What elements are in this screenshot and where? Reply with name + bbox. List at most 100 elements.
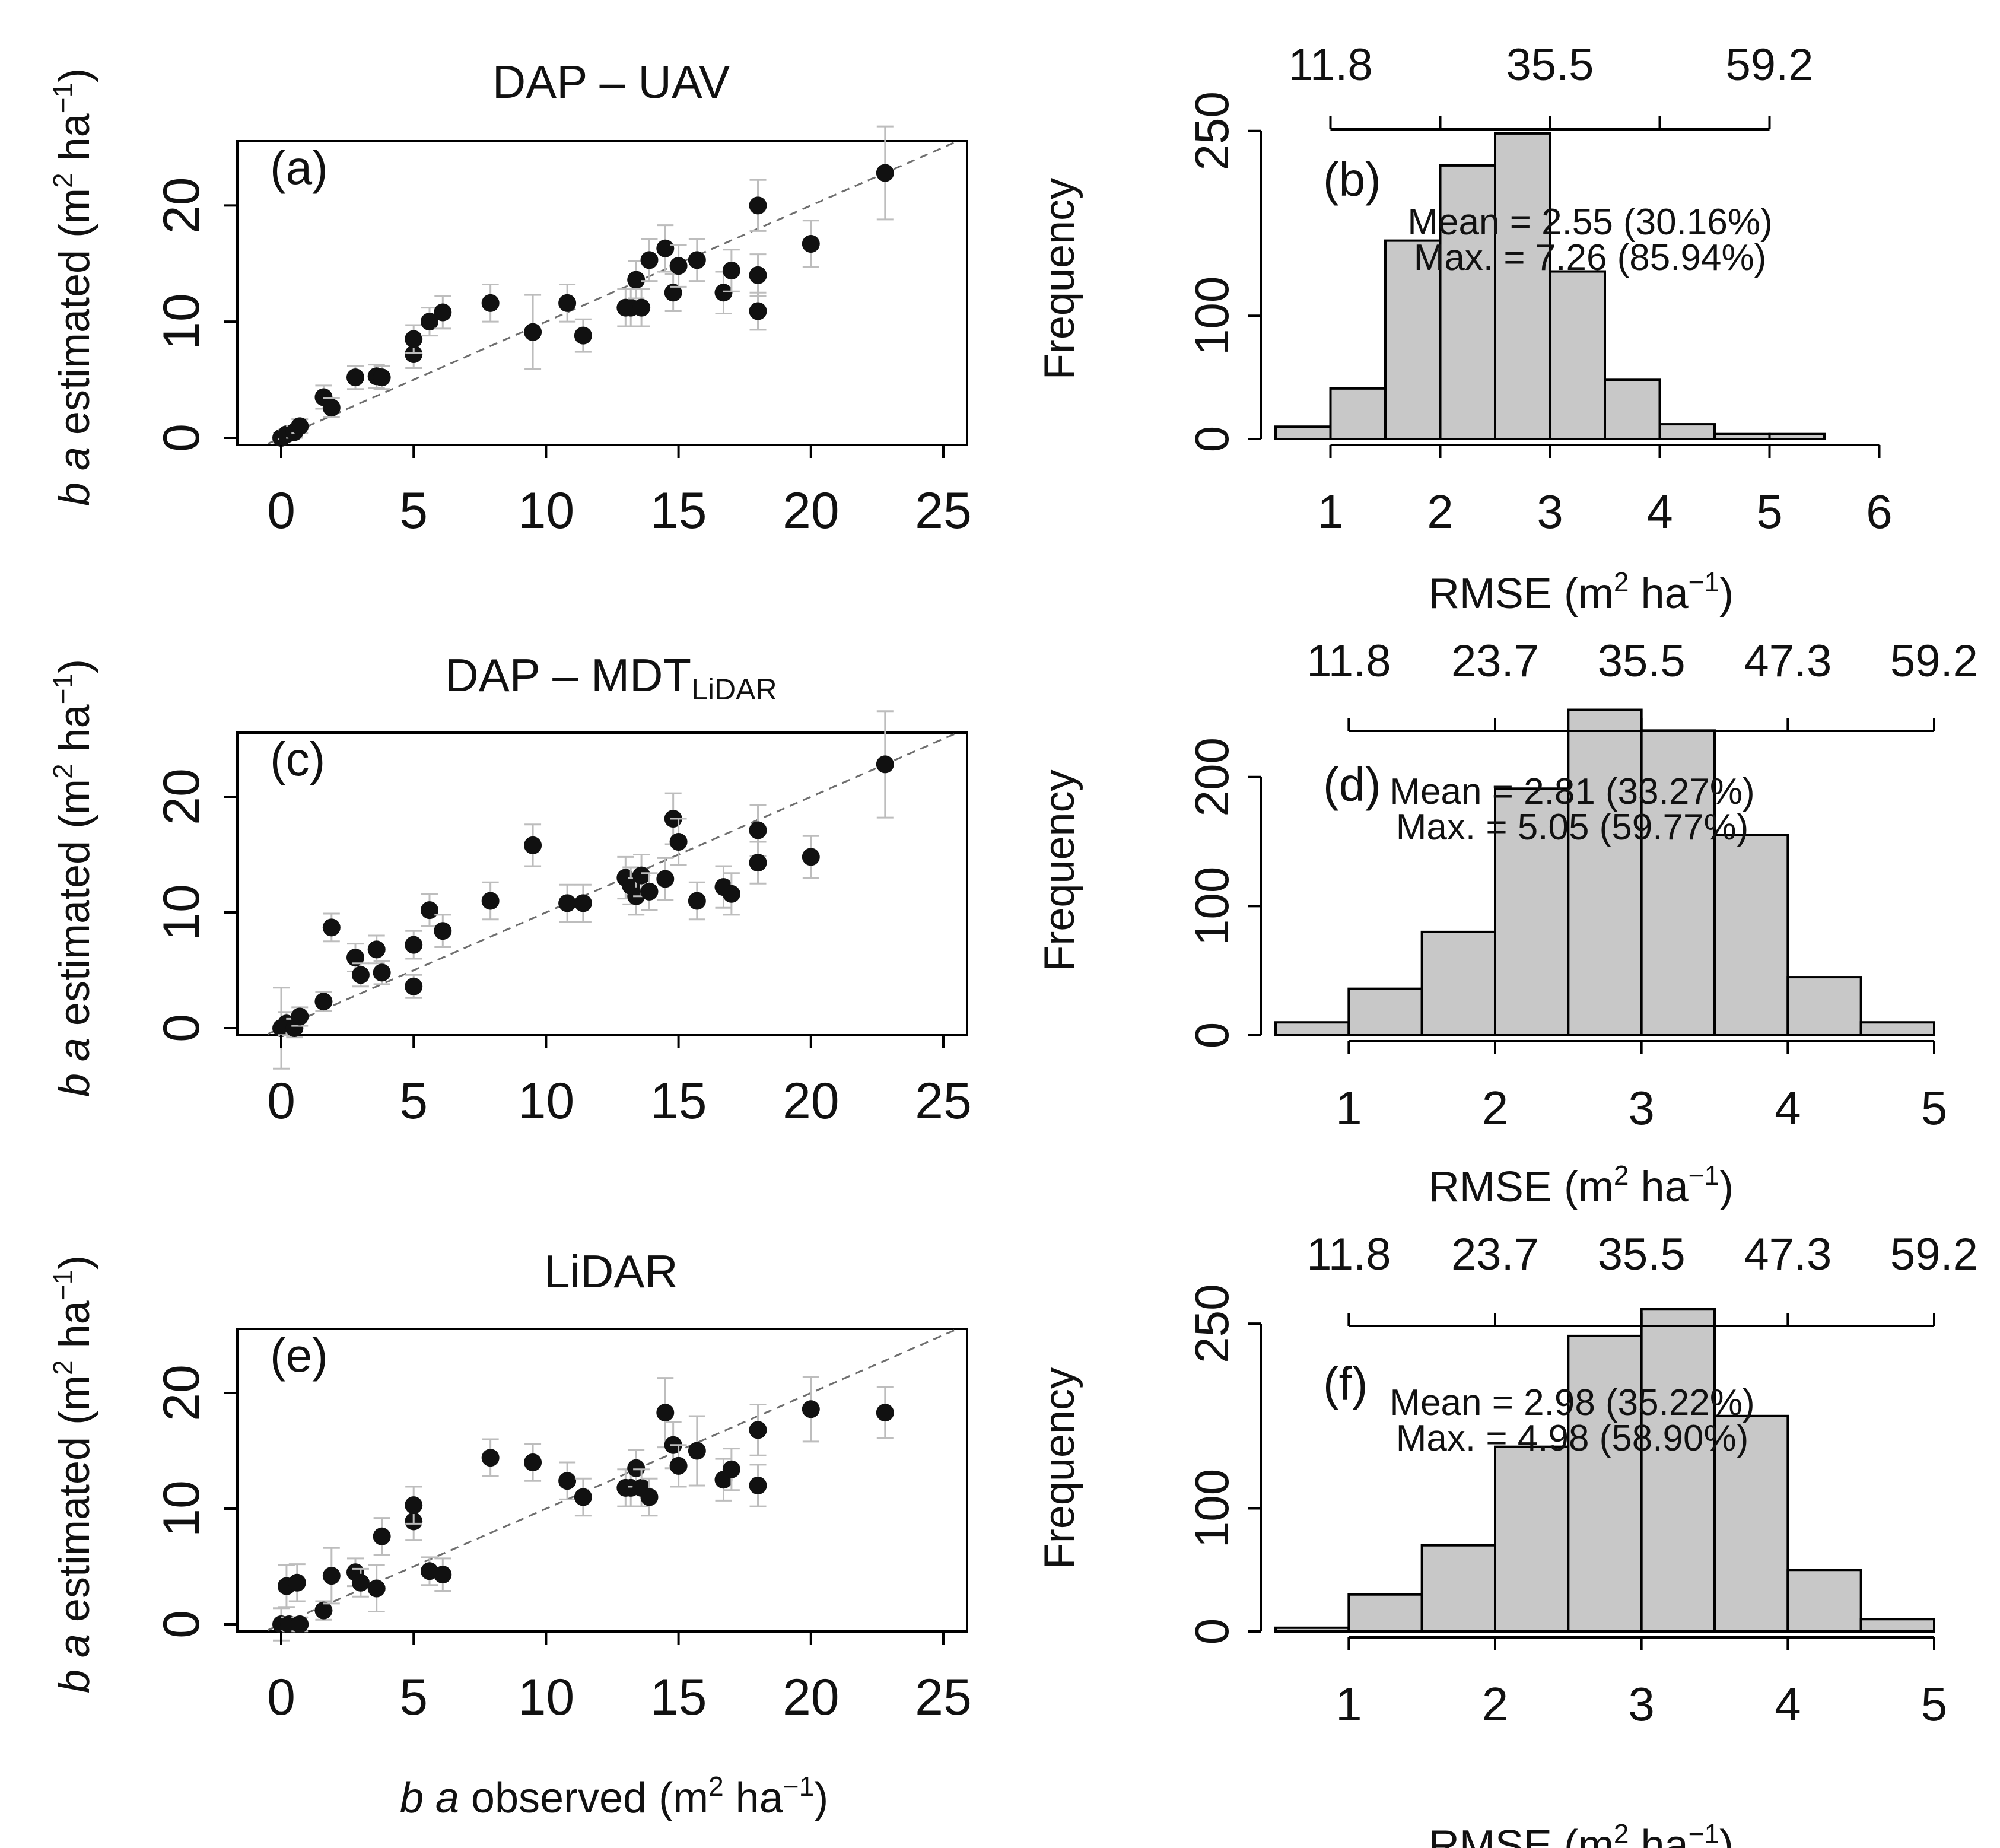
data-point: [322, 399, 341, 417]
x-label-text: RMSE (m: [1429, 1163, 1614, 1211]
x-axis-label: RMSE (m2 ha−1): [1429, 1160, 1734, 1211]
panel-title: DAP – UAV: [492, 56, 730, 108]
y-label-sup: 2: [47, 173, 78, 188]
histogram-bar: [1549, 270, 1606, 440]
data-point: [405, 330, 423, 348]
y-label-sup: 2: [47, 764, 78, 779]
histogram-bar: [1384, 239, 1442, 440]
x-label-end: ): [1719, 1822, 1734, 1848]
y-label-end: ): [51, 68, 98, 82]
histogram-bar: [1859, 1618, 1936, 1633]
max-annotation: Max. = 7.26 (85.94%): [1414, 237, 1766, 278]
y-label-sup: −1: [47, 673, 78, 704]
x-tick-label: 20: [783, 1073, 840, 1130]
data-point: [749, 302, 767, 320]
x-label-mid: ha: [1629, 570, 1689, 618]
y-tick-label: 10: [153, 1480, 210, 1537]
x-label-sup: −1: [1689, 1160, 1719, 1191]
y-tick-label: 0: [1185, 1618, 1238, 1645]
y-axis-label: Frequency: [1036, 1367, 1083, 1569]
data-point: [524, 836, 542, 854]
x-tick-label: 5: [1756, 485, 1783, 538]
histogram-bar: [1567, 1334, 1643, 1633]
x-label-sup: 2: [1614, 567, 1629, 597]
histogram-bar: [1713, 1414, 1789, 1633]
x-tick-label: 25: [915, 1669, 972, 1726]
y-tick-label: 100: [1185, 1469, 1238, 1548]
panel-tag: (c): [270, 733, 325, 785]
data-point: [574, 326, 592, 345]
x-tick-label: 1: [1336, 1082, 1362, 1134]
data-point: [656, 1404, 675, 1422]
data-point: [749, 1477, 767, 1494]
y-label-sup: −1: [47, 1270, 78, 1300]
x-label-sup: −1: [1689, 1818, 1719, 1848]
histogram-bar: [1713, 834, 1789, 1037]
y-label-sup: −1: [47, 82, 78, 113]
x-label-text: RMSE (m: [1429, 1822, 1614, 1848]
data-point: [481, 892, 500, 910]
histogram-bar: [1329, 387, 1387, 440]
data-point: [749, 266, 767, 284]
data-point: [802, 234, 820, 253]
plot-frame: [236, 731, 968, 1036]
data-point: [373, 963, 391, 982]
data-point: [558, 1472, 577, 1490]
top-tick-label: 47.3: [1744, 1229, 1832, 1280]
data-point: [346, 368, 364, 387]
max-annotation: Max. = 5.05 (59.77%): [1396, 807, 1748, 848]
panel-title: DAP – MDTLiDAR: [445, 649, 777, 706]
x-label-text: RMSE (m: [1429, 570, 1614, 618]
y-label-sup: 2: [47, 1360, 78, 1375]
mean-annotation: Mean = 2.55 (30.16%): [1407, 202, 1772, 243]
data-point: [373, 368, 391, 387]
panel-title: LiDAR: [544, 1245, 678, 1297]
data-point: [346, 949, 364, 967]
data-point: [405, 936, 423, 954]
data-point: [722, 262, 740, 279]
data-point: [749, 196, 767, 215]
histogram-bar: [1768, 432, 1826, 441]
data-point: [627, 271, 646, 289]
reference-line: [268, 731, 958, 1035]
histogram-bar: [1786, 1569, 1862, 1633]
reference-line: [268, 1328, 958, 1631]
y-tick-label: 0: [153, 1014, 210, 1042]
y-label-mid: ha: [51, 704, 98, 764]
histogram-bar: [1347, 1593, 1423, 1633]
data-point: [688, 251, 706, 269]
y-tick-label: 10: [153, 293, 210, 350]
scatter-panel-a: 0 5 10 15 20 25 0 10 20 (a) DAP – UAV b a estimated…: [47, 56, 972, 539]
data-point: [632, 298, 651, 317]
data-point: [405, 977, 423, 995]
data-point: [291, 1615, 309, 1633]
y-label-mid: ha: [51, 113, 98, 173]
histogram-bar: [1420, 1544, 1497, 1633]
x-tick-label: 0: [267, 1669, 295, 1726]
x-tick-label: 25: [915, 1073, 972, 1130]
x-tick-label: 20: [783, 1669, 840, 1726]
x-tick-label: 3: [1537, 485, 1563, 538]
data-point: [876, 755, 894, 774]
histogram-bar: [1713, 432, 1771, 441]
data-point: [574, 1488, 592, 1506]
data-point: [434, 1566, 452, 1584]
top-tick-label: 35.5: [1506, 40, 1594, 90]
data-point: [373, 1527, 391, 1545]
histogram-panel-d: 1 2 3 4 5 0 100 200 11.8 23.7 35.5 47.3 59.2 (d) Mean …: [1036, 636, 1978, 1211]
x-tick-label: 15: [650, 1073, 707, 1130]
y-label-text: estimated (m: [51, 779, 98, 1038]
y-tick-label: 100: [1185, 867, 1238, 946]
max-annotation: Max. = 4.98 (58.90%): [1396, 1418, 1748, 1459]
x-label-end: ): [1719, 570, 1734, 618]
x-tick-label: 2: [1482, 1082, 1509, 1134]
data-point: [481, 294, 500, 312]
data-point: [420, 901, 438, 920]
y-label-text: estimated (m: [51, 188, 98, 447]
data-point: [656, 239, 675, 257]
histogram-bar: [1347, 987, 1423, 1037]
histogram-bar: [1786, 976, 1862, 1037]
y-axis-label: Frequency: [1036, 178, 1083, 380]
data-point: [627, 1459, 646, 1477]
